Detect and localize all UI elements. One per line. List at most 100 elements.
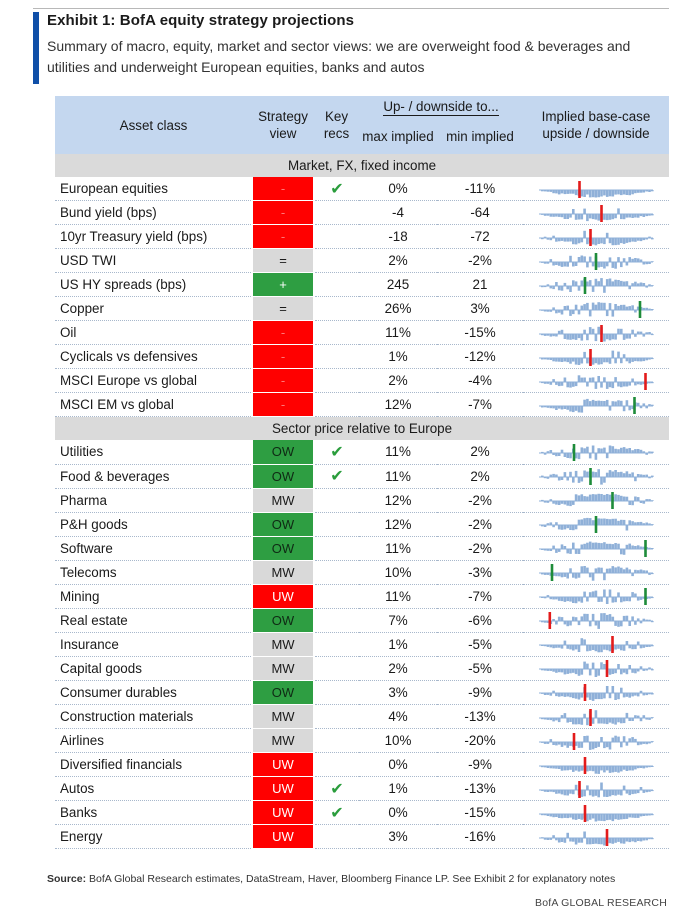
min-implied-cell: -11% <box>437 177 523 202</box>
sparkline-marker <box>600 204 603 222</box>
asset-class-cell: Diversified financials <box>55 752 252 778</box>
strategy-view-cell: MW <box>251 728 315 754</box>
sparkline-marker <box>578 180 581 198</box>
sparkline-marker <box>644 588 647 606</box>
sparkline-distribution <box>541 735 654 750</box>
asset-class-cell: Capital goods <box>55 656 252 681</box>
key-rec-checkmark-icon <box>314 632 359 657</box>
sparkline-marker <box>605 828 609 846</box>
key-rec-checkmark-icon <box>314 272 359 298</box>
asset-class-cell: Mining <box>55 584 252 609</box>
sparkline-distribution <box>541 189 654 198</box>
sparkline-marker <box>600 324 603 342</box>
source-label: Source: <box>47 873 87 885</box>
sparkline-distribution <box>541 445 654 460</box>
table-row: Pharma MW 12% -2% <box>55 488 669 513</box>
max-implied-cell: 1% <box>359 344 437 370</box>
table-row: Cyclicals vs defensives - 1% -12% <box>55 344 669 370</box>
key-rec-checkmark-icon <box>314 560 359 585</box>
min-implied-cell: -2% <box>437 248 523 274</box>
sparkline-chart <box>539 348 654 366</box>
section-title: Market, FX, fixed income <box>55 154 669 177</box>
asset-class-cell: MSCI EM vs global <box>55 392 252 418</box>
footer-brand: BofA GLOBAL RESEARCH <box>535 897 667 909</box>
min-implied-cell: 21 <box>437 272 523 298</box>
strategy-view-cell: - <box>251 392 315 418</box>
min-implied-cell: -9% <box>437 752 523 778</box>
table-row: P&H goods OW 12% -2% <box>55 512 669 537</box>
source-text: BofA Global Research estimates, DataStre… <box>86 873 616 885</box>
asset-class-cell: P&H goods <box>55 512 252 537</box>
key-rec-checkmark-icon <box>314 680 359 705</box>
key-rec-checkmark-icon <box>314 296 359 322</box>
asset-class-cell: Airlines <box>55 728 252 754</box>
strategy-view-cell: - <box>251 320 315 346</box>
max-implied-cell: 1% <box>359 632 437 657</box>
sparkline-chart <box>539 588 654 606</box>
sparkline-distribution <box>541 831 654 846</box>
strategy-view-cell: MW <box>251 560 315 585</box>
sparkline-distribution <box>541 566 654 581</box>
sparkline-chart <box>539 324 654 342</box>
strategy-view-cell: - <box>251 224 315 250</box>
table-row: Mining UW 11% -7% <box>55 584 669 609</box>
min-implied-cell: -2% <box>437 512 523 537</box>
implied-base-case-cell <box>523 728 669 754</box>
key-rec-checkmark-icon <box>314 512 359 537</box>
key-rec-checkmark-icon <box>314 200 359 226</box>
asset-class-cell: Cyclicals vs defensives <box>55 344 252 370</box>
table-row: Construction materials MW 4% -13% <box>55 704 669 730</box>
sparkline-marker <box>550 564 554 582</box>
min-implied-cell: -13% <box>437 704 523 730</box>
asset-class-cell: Bund yield (bps) <box>55 200 252 226</box>
table-row: Diversified financials UW 0% -9% <box>55 752 669 778</box>
sparkline-distribution <box>541 541 654 555</box>
max-implied-cell: 0% <box>359 800 437 826</box>
sparkline-marker <box>611 492 614 510</box>
table-row: Real estate OW 7% -6% <box>55 608 669 633</box>
sparkline-chart <box>539 396 654 414</box>
table-body: Market, FX, fixed income European equitie… <box>55 154 669 850</box>
strategy-view-cell: UW <box>251 800 315 826</box>
asset-class-cell: Copper <box>55 296 252 322</box>
max-implied-cell: 12% <box>359 488 437 513</box>
key-rec-checkmark-icon <box>314 656 359 681</box>
sparkline-chart <box>539 564 654 582</box>
implied-base-case-cell <box>523 392 669 418</box>
asset-class-cell: Autos <box>55 776 252 802</box>
exhibit-subtitle: Summary of macro, equity, market and sec… <box>47 38 631 75</box>
key-rec-checkmark-icon <box>314 392 359 418</box>
header-max-implied: max implied <box>359 118 437 154</box>
max-implied-cell: 7% <box>359 608 437 633</box>
key-rec-checkmark-icon <box>314 368 359 394</box>
max-implied-cell: 1% <box>359 776 437 802</box>
max-implied-cell: 0% <box>359 177 437 202</box>
sparkline-marker <box>548 612 552 630</box>
table-row: Airlines MW 10% -20% <box>55 728 669 754</box>
strategy-view-cell: UW <box>251 752 315 778</box>
implied-base-case-cell <box>523 512 669 537</box>
table-row: Telecoms MW 10% -3% <box>55 560 669 585</box>
asset-class-cell: Telecoms <box>55 560 252 585</box>
strategy-view-cell: UW <box>251 584 315 609</box>
max-implied-cell: 11% <box>359 320 437 346</box>
table-row: Insurance MW 1% -5% <box>55 632 669 657</box>
max-implied-cell: 12% <box>359 512 437 537</box>
max-implied-cell: 26% <box>359 296 437 322</box>
sparkline-chart <box>539 660 654 678</box>
key-rec-checkmark-icon <box>314 248 359 274</box>
sparkline-chart <box>539 780 654 798</box>
min-implied-cell: -20% <box>437 728 523 754</box>
strategy-view-cell: OW <box>251 512 315 537</box>
strategy-view-cell: MW <box>251 632 315 657</box>
sparkline-chart <box>539 756 654 774</box>
asset-class-cell: Pharma <box>55 488 252 513</box>
min-implied-cell: 2% <box>437 440 523 465</box>
sparkline-distribution <box>541 301 654 317</box>
max-implied-cell: 10% <box>359 560 437 585</box>
sparkline-chart <box>539 204 654 222</box>
key-rec-checkmark-icon <box>314 536 359 561</box>
key-rec-checkmark-icon <box>314 824 359 850</box>
min-implied-cell: 2% <box>437 464 523 489</box>
sparkline-distribution <box>541 589 654 605</box>
